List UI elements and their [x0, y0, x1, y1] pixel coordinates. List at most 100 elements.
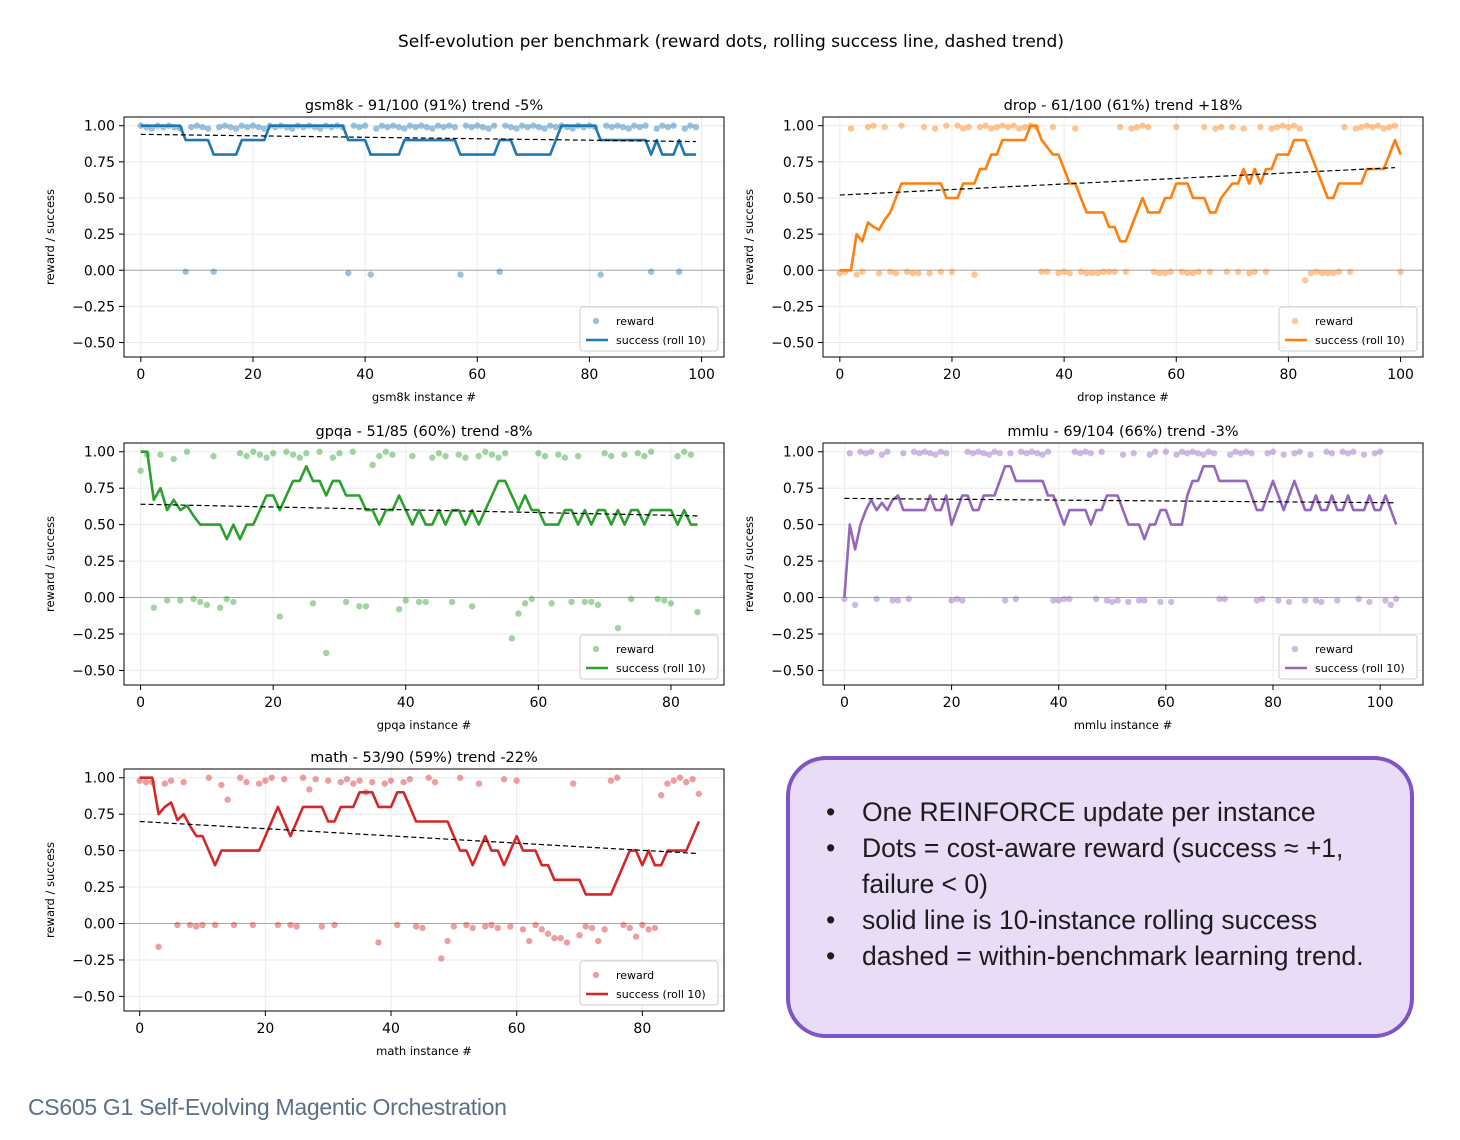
legend-success-label: success (roll 10)	[616, 988, 706, 1001]
reward-dot	[1296, 448, 1303, 455]
reward-dot	[224, 796, 231, 803]
reward-dot	[381, 780, 388, 787]
reward-dot	[1018, 448, 1025, 455]
reward-dot	[620, 921, 627, 929]
reward-dot	[1044, 448, 1052, 455]
reward-dot	[976, 123, 984, 131]
reward-dot	[402, 597, 409, 604]
reward-dot	[1391, 122, 1399, 129]
reward-dot	[1302, 277, 1309, 284]
reward-dot	[446, 122, 453, 129]
legend-reward-marker	[1291, 317, 1299, 325]
y-tick-label: 0.25	[84, 554, 115, 570]
y-tick-label: 0.50	[783, 191, 814, 207]
reward-dot	[1135, 597, 1143, 604]
y-tick-label: 0.00	[783, 591, 814, 607]
reward-dot	[969, 450, 977, 457]
reward-dot	[456, 774, 464, 781]
reward-dot	[400, 778, 407, 786]
reward-dot	[1119, 451, 1127, 458]
reward-dot	[1226, 451, 1234, 458]
y-tick-label: −0.25	[771, 299, 814, 315]
reward-dot	[395, 123, 402, 131]
y-tick-label: 0.00	[84, 263, 115, 279]
reward-dot	[274, 921, 282, 929]
reward-dot	[475, 780, 483, 787]
reward-dot	[1098, 448, 1105, 455]
reward-dot	[1173, 123, 1180, 131]
y-tick-label: −0.25	[72, 953, 115, 969]
reward-dot	[463, 921, 470, 929]
reward-dot	[1275, 597, 1282, 604]
reward-dot	[1109, 598, 1116, 606]
reward-dot	[551, 934, 558, 942]
reward-dot	[661, 597, 668, 604]
reward-dot	[268, 774, 275, 781]
y-tick-label: 0.50	[783, 518, 814, 534]
reward-dot	[626, 924, 633, 932]
y-tick-label: 1.00	[84, 445, 115, 461]
reward-dot	[1114, 597, 1121, 604]
reward-dot	[664, 123, 672, 131]
reward-dot	[361, 122, 369, 129]
reward-dot	[199, 921, 206, 929]
plot-area	[137, 122, 700, 278]
reward-dot	[641, 452, 648, 460]
reward-dot	[619, 123, 627, 131]
reward-dot	[1341, 123, 1348, 131]
legend-success-label: success (roll 10)	[1315, 662, 1405, 675]
x-axis-label: gsm8k instance #	[372, 390, 476, 404]
reward-dot	[1146, 451, 1153, 458]
reward-dot	[1382, 597, 1389, 604]
reward-dot	[495, 454, 502, 461]
reward-dot	[1189, 269, 1197, 277]
reward-dot	[262, 777, 269, 784]
reward-dot	[1369, 123, 1376, 131]
reward-dot	[250, 448, 257, 455]
reward-dot	[636, 123, 644, 131]
reward-dot	[406, 776, 414, 783]
reward-dot	[1366, 598, 1373, 606]
reward-dot	[695, 790, 703, 797]
reward-dot	[1280, 451, 1287, 458]
reward-dot	[1168, 598, 1175, 606]
reward-dot	[915, 269, 922, 277]
reward-dot	[1039, 451, 1046, 458]
note-item: dashed = within-benchmark learning trend…	[820, 938, 1370, 974]
reward-dot	[1307, 451, 1314, 458]
reward-dot	[1076, 450, 1084, 457]
legend: reward success (roll 10)	[1278, 634, 1418, 680]
reward-dot	[1021, 123, 1029, 131]
reward-dot	[603, 122, 610, 129]
chart-panel: 0 20 40 60 80 1.00 0.75 0.50 0.25 0.00 −0.25 −0.50 m…	[43, 750, 725, 1058]
reward-dot	[1307, 269, 1315, 277]
y-axis-label: reward / success	[43, 842, 57, 938]
reward-dot	[524, 123, 531, 131]
x-tick-label: 40	[1055, 367, 1073, 383]
reward-dot	[378, 122, 386, 129]
reward-dot	[1044, 268, 1051, 275]
reward-dot	[614, 624, 622, 632]
reward-dot	[608, 123, 616, 131]
y-axis-label: reward / success	[742, 516, 756, 612]
x-tick-label: 20	[244, 367, 262, 383]
success-line	[140, 450, 698, 541]
reward-dot	[468, 123, 475, 131]
reward-dot	[530, 122, 537, 129]
reward-dot	[299, 774, 307, 781]
y-tick-label: 0.50	[84, 518, 115, 534]
reward-dot	[1093, 595, 1100, 603]
reward-dot	[903, 268, 911, 275]
reward-dot	[356, 123, 363, 131]
x-tick-label: 60	[508, 1021, 526, 1037]
y-tick-label: 0.75	[84, 155, 115, 171]
reward-dot	[468, 603, 476, 610]
reward-dot	[256, 451, 264, 458]
legend: reward success (roll 10)	[579, 634, 719, 680]
axes-frame	[123, 442, 725, 686]
reward-dot	[937, 448, 945, 455]
reward-dot	[631, 122, 638, 129]
reward-dot	[1393, 595, 1400, 603]
reward-dot	[1313, 268, 1320, 275]
axes-frame	[822, 116, 1424, 358]
